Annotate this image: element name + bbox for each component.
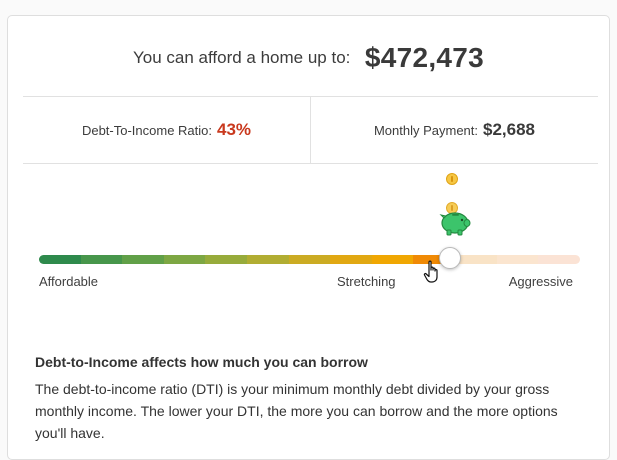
gauge-segment [205, 255, 248, 264]
gauge-segment [288, 255, 331, 264]
hand-pointer-cursor-icon [423, 260, 438, 283]
afford-amount: $472,473 [364, 42, 485, 73]
affordability-headline: You can afford a home up to: $472,473 [8, 42, 609, 74]
dti-info-body: The debt-to-income ratio (DTI) is your m… [35, 381, 558, 441]
dti-label: Debt-To-Income Ratio: [81, 122, 213, 138]
gauge-segment [455, 255, 497, 264]
gauge-segment [330, 255, 372, 264]
dti-value: 43% [217, 120, 252, 139]
affordability-gauge [39, 255, 580, 264]
gauge-label-affordable: Affordable [39, 274, 99, 289]
gauge-segment [247, 255, 289, 264]
affordability-card: You can afford a home up to: $472,473 De… [7, 15, 610, 460]
gauge-segment [371, 255, 414, 264]
afford-label: You can afford a home up to: [132, 48, 351, 67]
payment-label: Monthly Payment: [373, 122, 479, 138]
gauge-slider-handle[interactable] [439, 247, 461, 269]
gauge-segment [538, 255, 580, 264]
gauge-segment [496, 255, 539, 264]
dti-info-title: Debt-to-Income affects how much you can … [35, 354, 368, 370]
gauge-segment [80, 255, 123, 264]
stats-row: Debt-To-Income Ratio: 43% Monthly Paymen… [23, 96, 598, 164]
gauge-segment [413, 255, 456, 264]
dti-stat: Debt-To-Income Ratio: 43% [23, 97, 310, 163]
payment-stat: Monthly Payment: $2,688 [310, 97, 598, 163]
gauge-label-aggressive: Aggressive [508, 274, 573, 289]
payment-value: $2,688 [483, 120, 536, 139]
piggy-bank-icon [439, 212, 471, 236]
gauge-segment [39, 255, 81, 264]
gauge-segment [122, 255, 164, 264]
coin-icon [446, 173, 458, 185]
gauge-label-stretching: Stretching [337, 274, 396, 289]
gauge-segment [163, 255, 206, 264]
